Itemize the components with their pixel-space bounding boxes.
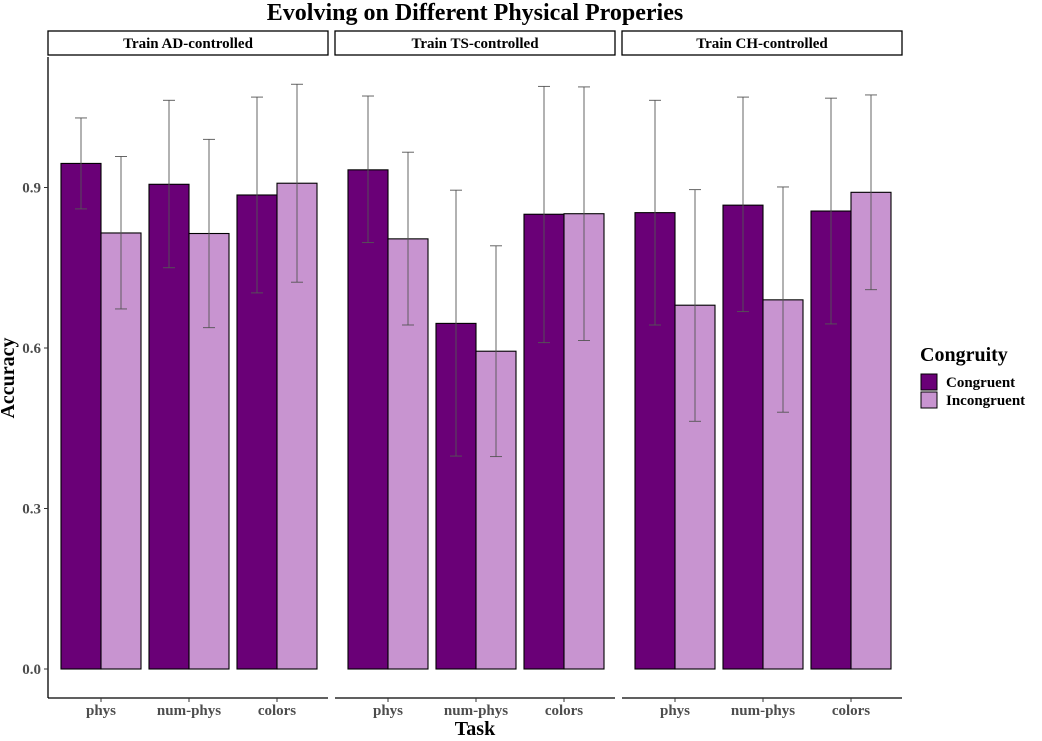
x-tick-label: num-phys [731, 703, 795, 719]
x-tick-label: num-phys [444, 703, 508, 719]
x-tick-label: colors [832, 703, 870, 719]
legend-label: Congruent [946, 375, 1015, 391]
facet-panels: 0.0 0.3 0.6 0.9 Train AD-controlled phys num-p… [22, 30, 903, 719]
facet-strip [47, 30, 329, 56]
facet-strip [334, 30, 616, 56]
bar-congruent [60, 162, 102, 670]
x-tick-label: phys [373, 703, 403, 719]
bar-congruent [347, 169, 389, 670]
y-tick-label: 0.0 [22, 662, 41, 678]
facet-strip-label: Train CH-controlled [696, 36, 828, 52]
x-tick-label: phys [660, 703, 690, 719]
facet-strip [621, 30, 903, 56]
legend-key-congruent [920, 373, 938, 391]
legend-title: Congruity [920, 344, 1008, 366]
x-tick-label: num-phys [157, 703, 221, 719]
x-tick-label: colors [258, 703, 296, 719]
y-axis-label: Accuracy [0, 337, 19, 418]
x-tick-label: phys [86, 703, 116, 719]
x-tick-label: colors [545, 703, 583, 719]
facet-strip-label: Train TS-controlled [411, 36, 539, 52]
x-axis-label: Task [455, 718, 496, 740]
legend-label: Incongruent [946, 393, 1025, 409]
y-tick-label: 0.6 [22, 341, 41, 357]
facet-strip-label: Train AD-controlled [123, 36, 254, 52]
y-tick-label: 0.3 [22, 502, 41, 518]
y-tick-label: 0.9 [22, 181, 41, 197]
chart-title: Evolving on Different Physical Properies [267, 0, 683, 26]
legend-key-incongruent [920, 391, 938, 409]
legend: Congruity Congruent Incongruent [920, 344, 1025, 409]
